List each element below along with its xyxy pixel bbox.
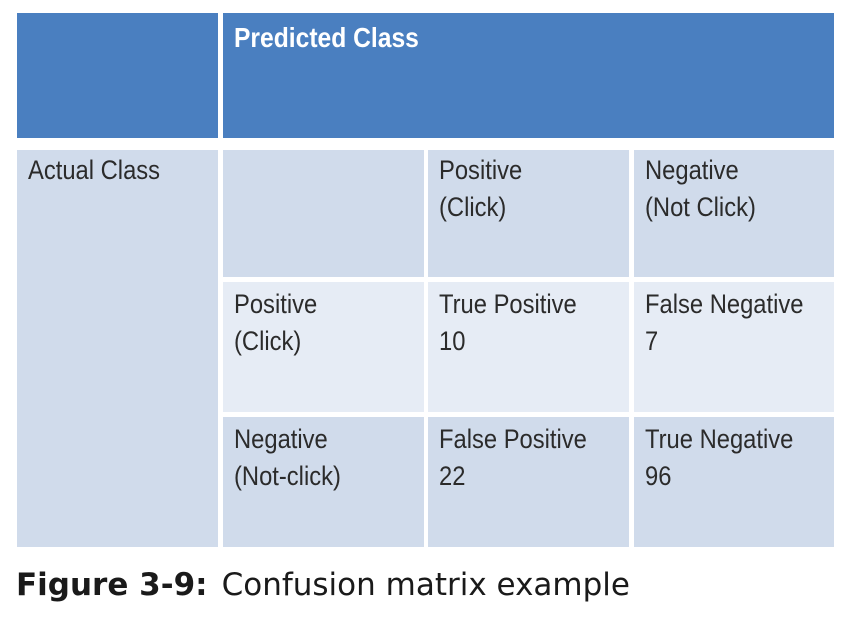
row-header-negative-line1: Negative — [234, 424, 328, 454]
cell-false-positive-label: False Positive — [439, 424, 587, 454]
empty-header-cell — [223, 150, 424, 277]
row-header-positive: Positive (Click) — [223, 282, 424, 412]
cell-true-positive-value: 10 — [439, 326, 466, 356]
predicted-class-label: Predicted Class — [234, 22, 419, 53]
row-header-positive-line2: (Click) — [234, 326, 302, 356]
cell-true-positive: True Positive 10 — [428, 282, 629, 412]
row-header-negative-line2: (Not-click) — [234, 461, 341, 491]
column-header-positive-line2: (Click) — [439, 192, 507, 222]
predicted-class-header: Predicted Class — [223, 13, 834, 138]
cell-false-negative-value: 7 — [645, 326, 659, 356]
cell-false-negative: False Negative 7 — [634, 282, 834, 412]
figure-caption: Figure 3-9: Confusion matrix example — [16, 567, 630, 603]
cell-true-positive-label: True Positive — [439, 289, 577, 319]
actual-class-label: Actual Class — [28, 155, 161, 185]
cell-false-positive: False Positive 22 — [428, 417, 629, 547]
cell-false-positive-value: 22 — [439, 461, 466, 491]
cell-false-negative-label: False Negative — [645, 289, 804, 319]
column-header-positive-line1: Positive — [439, 155, 523, 185]
cell-true-negative-value: 96 — [645, 461, 672, 491]
row-header-positive-line1: Positive — [234, 289, 318, 319]
column-header-negative: Negative (Not Click) — [634, 150, 834, 277]
column-header-positive: Positive (Click) — [428, 150, 629, 277]
actual-class-header: Actual Class — [17, 150, 218, 547]
column-header-negative-line2: (Not Click) — [645, 192, 756, 222]
row-header-negative: Negative (Not-click) — [223, 417, 424, 547]
column-header-negative-line1: Negative — [645, 155, 739, 185]
cell-true-negative-label: True Negative — [645, 424, 794, 454]
cell-true-negative: True Negative 96 — [634, 417, 834, 547]
header-corner-cell — [17, 13, 218, 138]
figure-caption-text: Confusion matrix example — [221, 567, 630, 603]
figure-caption-label: Figure 3-9: — [16, 567, 208, 603]
